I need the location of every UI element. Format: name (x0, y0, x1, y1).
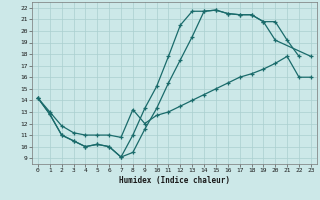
X-axis label: Humidex (Indice chaleur): Humidex (Indice chaleur) (119, 176, 230, 185)
